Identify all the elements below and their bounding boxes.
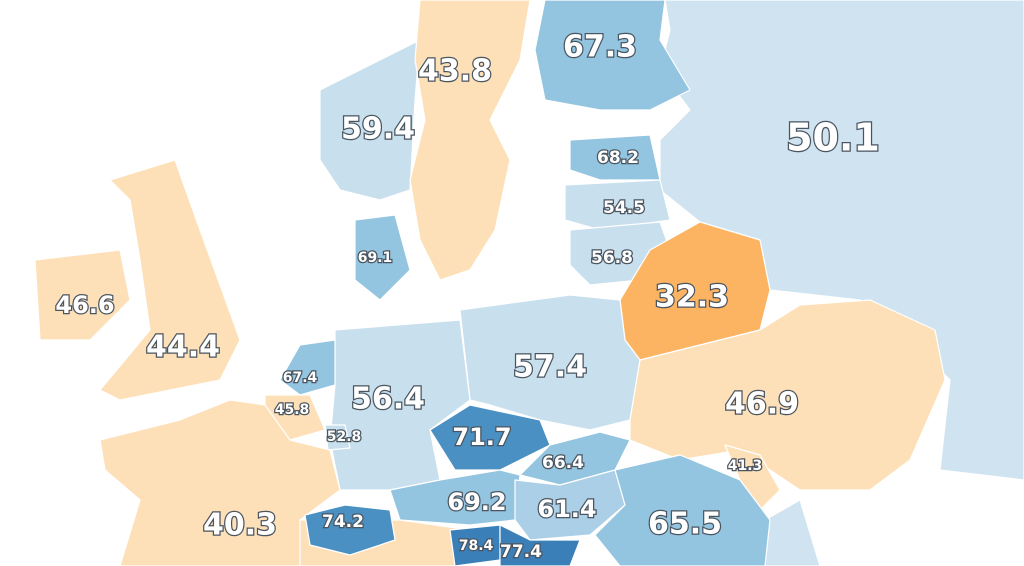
region xyxy=(569,134,661,181)
region-label: 59.4 xyxy=(341,112,415,147)
region-label: 61.4 xyxy=(537,495,596,523)
region-label: 66.4 xyxy=(542,453,584,473)
region-label: 52.8 xyxy=(327,429,362,445)
region xyxy=(99,159,241,401)
region-label: 69.1 xyxy=(358,250,393,266)
region-label: 41.3 xyxy=(728,458,763,474)
region-label: 67.4 xyxy=(283,370,318,386)
region-label: 32.3 xyxy=(655,280,729,315)
region xyxy=(629,299,946,491)
region-label: 50.1 xyxy=(786,116,880,160)
region xyxy=(409,0,531,281)
region-label: 68.2 xyxy=(597,148,639,168)
region xyxy=(354,214,411,301)
region-label: 69.2 xyxy=(447,488,506,516)
region-label: 54.5 xyxy=(603,198,645,218)
region-label: 45.8 xyxy=(275,402,310,418)
region xyxy=(594,454,771,566)
region xyxy=(324,424,351,451)
land xyxy=(764,499,821,566)
region-label: 74.2 xyxy=(322,512,364,532)
region-label: 78.4 xyxy=(459,538,494,554)
region-label: 43.8 xyxy=(418,54,492,89)
region xyxy=(514,469,626,541)
region-label: 71.7 xyxy=(452,423,511,451)
region xyxy=(279,339,336,396)
region xyxy=(304,504,396,556)
region-label: 46.6 xyxy=(55,291,114,319)
region-label: 57.4 xyxy=(513,350,587,385)
region-label: 40.3 xyxy=(203,508,277,543)
region-label: 44.4 xyxy=(146,330,220,365)
region xyxy=(34,249,131,341)
region xyxy=(534,0,691,111)
region-label: 65.5 xyxy=(648,507,722,542)
region-label: 56.8 xyxy=(591,248,633,268)
region-label: 56.4 xyxy=(351,382,425,417)
region-label: 67.3 xyxy=(563,30,637,65)
region xyxy=(499,524,581,566)
region xyxy=(99,399,341,566)
region xyxy=(724,444,781,511)
region-label: 77.4 xyxy=(500,542,542,562)
region-label: 46.9 xyxy=(725,387,799,422)
